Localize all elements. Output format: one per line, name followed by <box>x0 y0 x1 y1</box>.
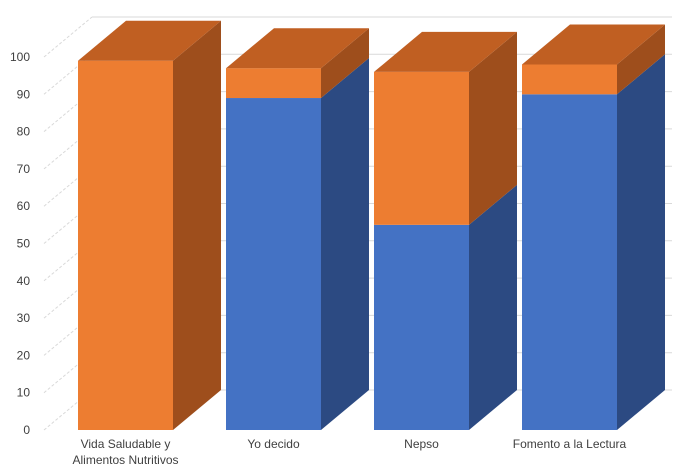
y-tick-label: 80 <box>17 125 31 139</box>
bar-side-s1-c1 <box>321 28 369 99</box>
bar-top-c2 <box>374 31 517 72</box>
bar-front-s1-c0 <box>78 60 173 430</box>
x-category-label: Vida Saludable y <box>81 437 171 451</box>
bar-front-s0-c1 <box>226 98 321 430</box>
y-tick-label: 40 <box>17 274 31 288</box>
bar-side-s0-c1 <box>321 58 369 430</box>
y-tick-label: 20 <box>17 348 31 362</box>
y-tick-label: 50 <box>17 237 31 251</box>
bar-side-s1-c2 <box>469 31 517 225</box>
bar-top-c0 <box>78 20 221 61</box>
x-category-label: Nepso <box>404 437 439 451</box>
bar-side-s1-c3 <box>617 24 665 95</box>
bar-top-c3 <box>522 24 665 65</box>
y-tick-label: 90 <box>17 87 31 101</box>
y-tick-label: 70 <box>17 162 31 176</box>
y-tick-label: 60 <box>17 199 31 213</box>
bar-top-c1 <box>226 28 369 69</box>
bar-side-s0-c2 <box>469 184 517 430</box>
gridline-side <box>43 16 93 58</box>
bar-side-s0-c3 <box>617 54 665 431</box>
y-tick-label: 10 <box>17 386 31 400</box>
bar-front-s1-c1 <box>226 68 321 99</box>
bar-front-s0-c2 <box>374 224 469 430</box>
bar-side-s1-c0 <box>173 20 221 430</box>
x-category-label: Alimentos Nutritivos <box>72 453 178 466</box>
bar-front-s1-c2 <box>374 71 469 225</box>
y-tick-label: 30 <box>17 311 31 325</box>
x-category-label: Fomento a la Lectura <box>513 437 627 451</box>
bar-front-s0-c3 <box>522 94 617 431</box>
y-tick-label: 0 <box>23 423 30 437</box>
bar-front-s1-c3 <box>522 64 617 95</box>
x-category-label: Yo decido <box>247 437 300 451</box>
y-tick-label: 100 <box>10 50 30 64</box>
